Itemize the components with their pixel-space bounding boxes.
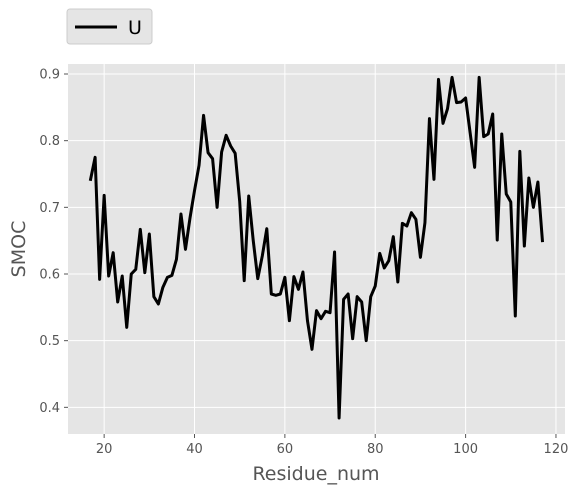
x-axis-title: Residue_num (252, 463, 379, 485)
legend-label-u: U (128, 17, 142, 39)
y-tick-label: 0.5 (39, 334, 60, 349)
y-tick-label: 0.7 (39, 201, 60, 216)
y-axis-title: SMOC (8, 221, 30, 278)
x-tick-label: 40 (186, 442, 203, 457)
y-tick-label: 0.6 (39, 268, 60, 283)
y-tick-label: 0.8 (39, 134, 60, 149)
x-tick-label: 60 (277, 442, 294, 457)
series-line-u (88, 75, 545, 420)
legend: U (66, 8, 153, 45)
x-tick-label: 100 (453, 442, 478, 457)
x-tick-label: 120 (544, 442, 569, 457)
y-tick-label: 0.4 (39, 401, 60, 416)
x-tick-label: 80 (367, 442, 384, 457)
y-tick-label: 0.9 (39, 68, 60, 83)
axis-ticks: 20 40 60 80 100 120 0.4 0.5 0.6 0.7 0.8 0.9 (39, 68, 568, 458)
x-tick-label: 20 (96, 442, 113, 457)
series-layer (88, 75, 545, 420)
